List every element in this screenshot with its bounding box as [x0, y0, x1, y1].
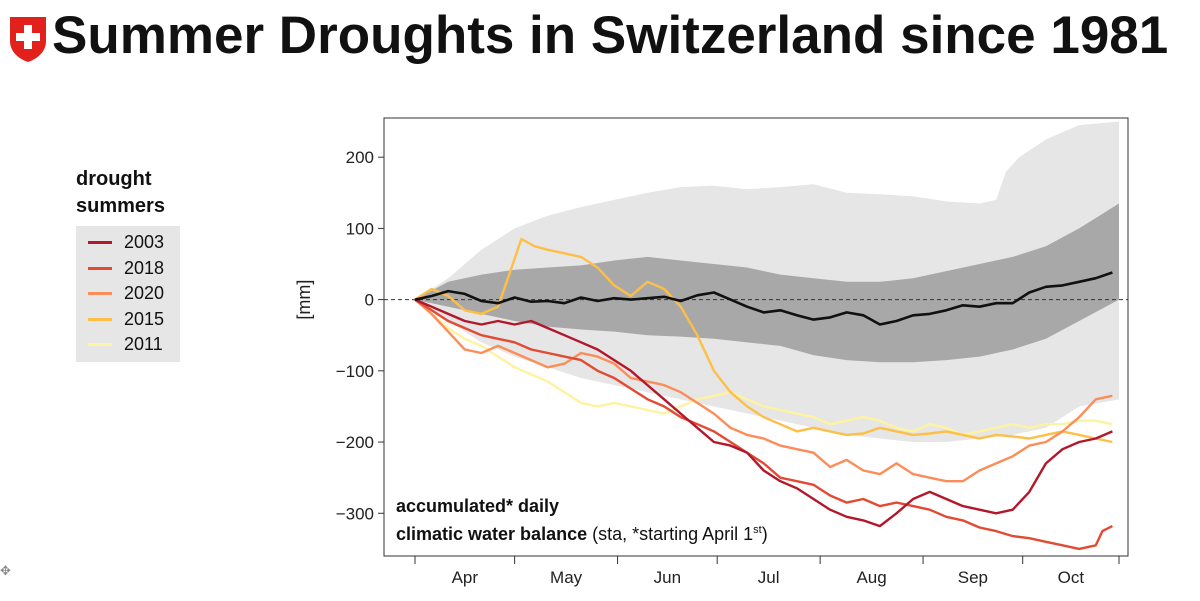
legend-title-line2: summers: [76, 195, 165, 217]
legend-swatch: [88, 241, 112, 245]
legend-item-2003: 2003: [76, 230, 180, 256]
y-tick-label: 0: [365, 291, 374, 310]
x-tick-label-may: May: [550, 568, 583, 587]
legend-item-2018: 2018: [76, 256, 180, 282]
series-line-2015: [414, 237, 1113, 444]
annotation-line1: accumulated* daily: [396, 496, 559, 516]
legend-item-2020: 2020: [76, 281, 180, 307]
y-tick-label: −200: [336, 433, 374, 452]
annotation-line2: climatic water balance (sta, *starting A…: [396, 524, 768, 544]
legend-box: 2003 2018 2020 2015 2011: [76, 226, 180, 362]
legend-label: 2015: [124, 308, 165, 329]
series-line-2003: [414, 298, 1113, 528]
legend-label: 2018: [124, 257, 165, 278]
legend-title-line1: drought: [76, 168, 152, 190]
legend-swatch: [88, 266, 112, 270]
y-tick-label: 100: [346, 219, 374, 238]
swiss-shield-icon: [10, 17, 46, 62]
x-tick-label-aug: Aug: [856, 568, 886, 587]
legend-item-2011: 2011: [76, 332, 180, 358]
y-axis-label: [mm]: [294, 280, 314, 320]
series-line-2020: [414, 298, 1113, 483]
y-tick-label: −100: [336, 362, 374, 381]
legend-label: 2020: [124, 283, 165, 304]
x-tick-label-oct: Oct: [1058, 568, 1085, 587]
series-line-2018: [414, 298, 1113, 551]
x-tick-label-sep: Sep: [958, 568, 988, 587]
y-tick-label: 200: [346, 148, 374, 167]
band-inner: [415, 203, 1119, 363]
series-line-median: [414, 271, 1113, 326]
series-line-2011: [414, 298, 1113, 437]
y-tick-label: −300: [336, 504, 374, 523]
legend: drought summers 2003 2018 2020 2015 2011: [76, 166, 180, 362]
legend-swatch: [88, 317, 112, 321]
water-balance-chart: 200 100 0 −100 −200 −300 [mm] Apr May Jun Jul Aug Se…: [294, 117, 1129, 587]
x-tick-label-apr: Apr: [452, 568, 479, 587]
legend-swatch: [88, 292, 112, 296]
x-tick-label-jul: Jul: [758, 568, 780, 587]
legend-label: 2011: [124, 334, 163, 355]
page-title: Summer Droughts in Switzerland since 198…: [52, 6, 1169, 65]
legend-label: 2003: [124, 232, 165, 253]
move-cursor-icon: ✥: [0, 563, 11, 578]
x-tick-label-jun: Jun: [654, 568, 681, 587]
legend-item-2015: 2015: [76, 307, 180, 333]
legend-swatch: [88, 343, 112, 347]
